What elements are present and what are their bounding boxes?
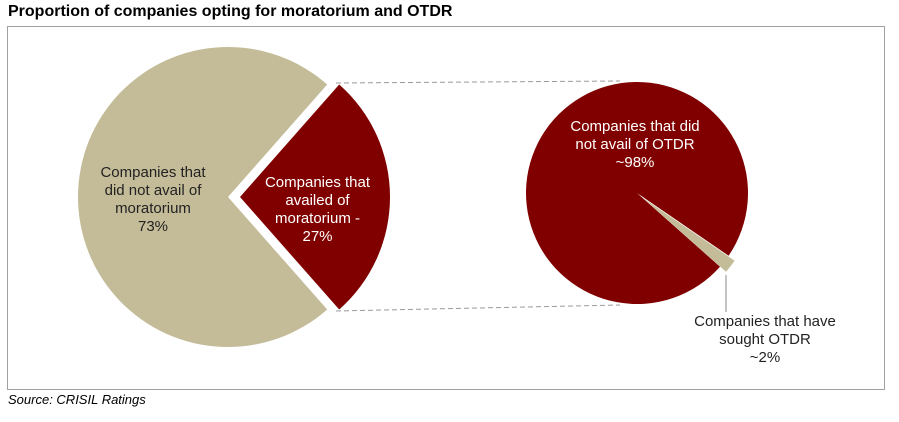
chart-frame [7,26,885,390]
pie-slice-not-availed-otdr [525,82,748,305]
source-note: Source: CRISIL Ratings [8,392,146,407]
data-label-line: did not avail of [104,182,202,199]
pie-slice-sought-otdr [643,198,735,272]
data-label-line: Companies that [264,174,371,191]
data-label-line: sought OTDR [719,331,811,348]
connector-line-top [335,80,621,84]
data-label-line: ~2% [749,349,781,366]
data-label-sought-otdr: Companies that have sought OTDR ~2% [680,313,850,367]
data-label-line: Companies that did [570,118,700,135]
data-label-line: 73% [137,218,169,235]
chart-title: Proportion of companies opting for morat… [8,3,453,20]
pie-slice-availed-moratorium [240,84,390,310]
data-label-line: availed of [285,192,350,209]
data-label-line: Companies that have [694,313,836,330]
data-label-line: moratorium [115,200,191,217]
connector-line-bottom [335,304,621,312]
data-label-line: Companies that [100,164,206,181]
pie-slice-not-availed-moratorium [78,47,328,347]
data-label-not-availed-moratorium: Companies that did not avail of moratorium… [78,164,228,236]
data-label-line: 27% [302,228,333,245]
data-label-line: not avail of OTDR [575,136,695,153]
data-label-not-availed-otdr: Companies that did not avail of OTDR ~98% [550,118,720,172]
data-label-availed-moratorium: Companies that availed of moratorium -27% [250,174,385,246]
data-label-line: moratorium - [274,210,360,227]
data-label-line: ~98% [615,154,655,171]
